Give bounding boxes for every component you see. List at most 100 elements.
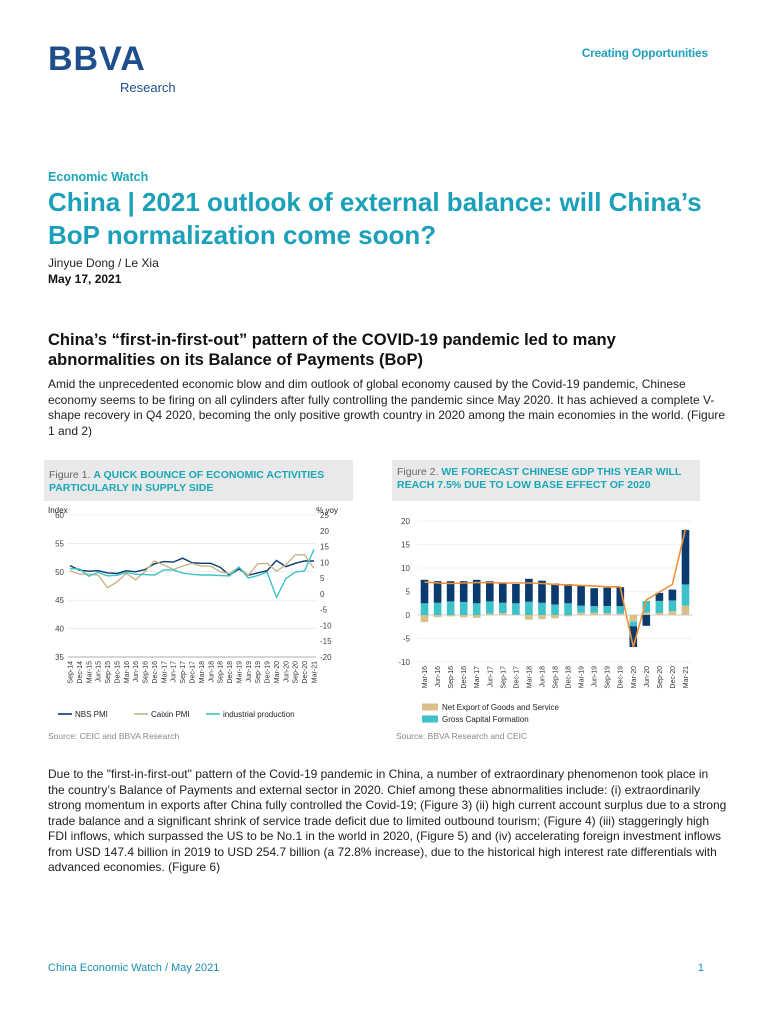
x-tick-label: Jun-18: [539, 666, 546, 688]
y-tick-label: 0: [406, 611, 411, 620]
y-tick-label: -10: [398, 658, 410, 667]
bar-segment: [499, 602, 507, 614]
bar-segment: [668, 589, 677, 601]
bar-segment: [538, 602, 546, 615]
bbva-logo: BBVA Research: [48, 42, 176, 95]
x-tick-label: Sep-19: [605, 666, 612, 689]
y-axis-label: Index: [48, 506, 68, 515]
publication-date: May 17, 2021: [48, 272, 122, 286]
bar-segment: [433, 615, 442, 618]
y2-tick-label: 5: [320, 574, 325, 583]
logo-subtitle: Research: [120, 80, 176, 95]
bar-segment: [668, 611, 677, 615]
bar-segment: [499, 583, 507, 603]
bar-segment: [525, 615, 533, 620]
bar-segment: [420, 603, 429, 616]
y2-tick-label: 10: [320, 558, 329, 567]
x-tick-label: Dec-17: [190, 661, 197, 684]
bar-segment: [603, 613, 611, 615]
x-tick-label: Dec-16: [152, 661, 159, 684]
bar-segment: [472, 615, 481, 618]
x-tick-label: Mar-17: [474, 666, 481, 688]
bar-segment: [486, 581, 494, 602]
paragraph-intro: Amid the unprecedented economic blow and…: [48, 377, 726, 438]
figure-1-label: Figure 1.: [49, 469, 91, 481]
x-tick-label: Jun-20: [283, 661, 290, 683]
x-tick-label: Mar-16: [422, 666, 429, 688]
x-tick-label: Jun-15: [96, 661, 103, 683]
bar-segment: [420, 615, 429, 623]
y2-tick-label: 15: [320, 543, 329, 552]
series-line-gdp-growth: [424, 528, 687, 648]
figure-2-caption: WE FORECAST CHINESE GDP THIS YEAR WILL R…: [397, 466, 682, 491]
bar-segment: [655, 613, 664, 615]
bar-segment: [551, 615, 559, 619]
section-heading: China’s “first-in-first-out” pattern of …: [48, 331, 616, 369]
bar-segment: [486, 601, 494, 614]
paragraph-abnormalities: Due to the "first-in-first-out" pattern …: [48, 767, 727, 874]
bar-segment: [525, 578, 533, 602]
x-tick-label: Sep-15: [105, 661, 112, 684]
bar-segment: [616, 613, 625, 615]
series-line-industrial-production: [69, 549, 315, 600]
y-tick-label: 10: [401, 564, 410, 573]
bar-segment: [629, 615, 638, 622]
x-tick-label: Dec-17: [513, 666, 520, 689]
bar-segment: [577, 605, 585, 613]
bar-segment: [577, 585, 585, 606]
bar-segment: [616, 587, 625, 607]
bar-segment: [603, 606, 611, 614]
bar-segment: [681, 529, 690, 585]
bar-segment: [538, 615, 546, 620]
bar-segment: [681, 605, 690, 615]
figure-1: Figure 1. A QUICK BOUNCE OF ECONOMIC ACT…: [44, 460, 353, 741]
tagline: Creating Opportunities: [581, 46, 708, 60]
bar-segment: [655, 600, 664, 614]
x-tick-label: Mar-16: [124, 661, 131, 683]
x-tick-label: Sep-18: [218, 661, 225, 684]
series-line-caixin-pmi: [69, 554, 315, 589]
x-tick-label: Mar-19: [579, 666, 586, 688]
bar-segment: [655, 592, 664, 601]
y2-tick-label: 20: [320, 527, 329, 536]
bar-segment: [446, 615, 455, 617]
figure-2: Figure 2. WE FORECAST CHINESE GDP THIS Y…: [392, 460, 700, 748]
y2-tick-label: -20: [320, 653, 332, 662]
legend-swatch: [422, 715, 438, 723]
y2-tick-label: -15: [320, 637, 332, 646]
x-tick-label: Sep-16: [143, 661, 150, 684]
bar-segment: [459, 615, 468, 618]
x-tick-label: Sep-20: [293, 661, 300, 684]
logo-wordmark: BBVA: [48, 40, 146, 78]
x-tick-label: Sep-16: [448, 666, 455, 689]
y-tick-label: 55: [55, 539, 64, 548]
x-tick-label: Dec-18: [566, 666, 573, 689]
y-tick-label: 60: [55, 511, 64, 520]
x-tick-label: Sep-20: [657, 666, 664, 689]
bar-segment: [512, 614, 520, 615]
x-tick-label: Mar-20: [274, 661, 281, 683]
x-tick-label: Jun-16: [133, 661, 140, 683]
bar-segment: [629, 621, 638, 627]
y-tick-label: 5: [406, 588, 411, 597]
figure-2-label: Figure 2.: [397, 466, 439, 478]
bar-segment: [642, 615, 651, 626]
footer-publication: China Economic Watch / May 2021: [48, 962, 220, 974]
bar-segment: [616, 606, 625, 614]
y-tick-label: 20: [401, 517, 410, 526]
x-tick-label: Jun-19: [246, 661, 253, 683]
series-line-nbs-pmi: [69, 557, 314, 577]
bar-segment: [525, 601, 533, 615]
x-tick-label: Dec-20: [302, 661, 309, 684]
bar-segment: [446, 581, 455, 602]
bar-segment: [446, 601, 455, 615]
x-tick-label: Sep-18: [553, 666, 560, 689]
x-tick-label: Mar-15: [86, 661, 93, 683]
figure-2-source: Source: BBVA Research and CEIC: [396, 731, 528, 741]
page-title: China | 2021 outlook of external balance…: [48, 187, 702, 250]
x-tick-label: Jun-17: [487, 666, 494, 688]
y-tick-label: 45: [55, 596, 64, 605]
x-tick-label: Jun-20: [644, 666, 651, 688]
x-tick-label: Sep-14: [68, 661, 75, 684]
y2-tick-label: -10: [320, 621, 332, 630]
